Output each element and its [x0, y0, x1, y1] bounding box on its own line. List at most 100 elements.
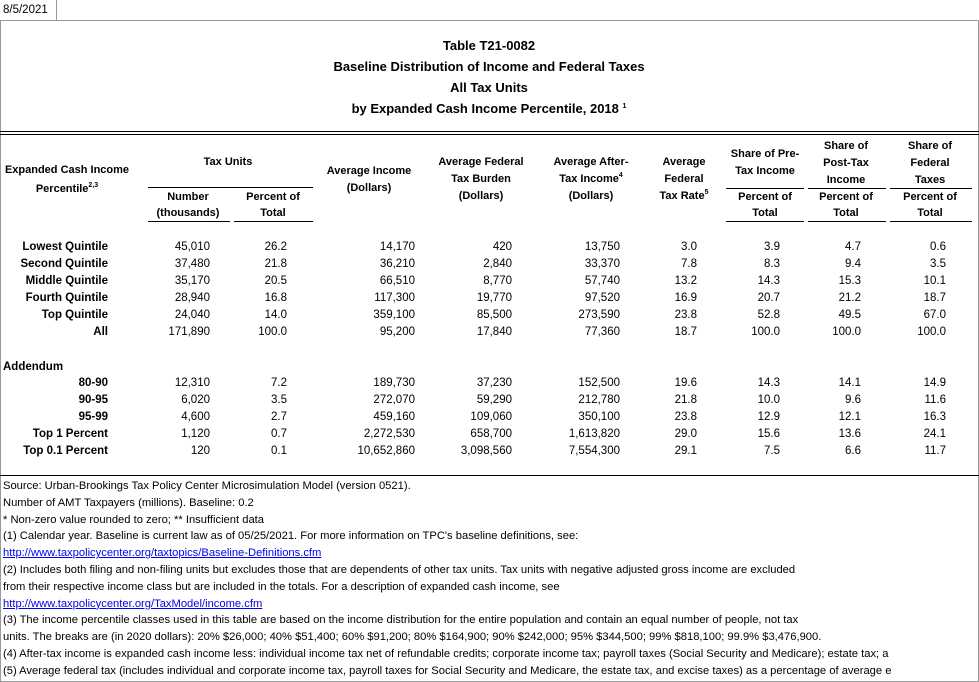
cell: 4,600: [181, 411, 210, 423]
cell: 3.5: [930, 258, 946, 270]
row-label: Top 1 Percent: [32, 428, 108, 440]
row-label: 80-90: [78, 377, 108, 389]
row-label: 90-95: [78, 394, 108, 406]
cell: 100.0: [751, 326, 780, 338]
header: Taxes: [914, 174, 946, 186]
header: Federal: [664, 173, 704, 185]
cell: 85,500: [476, 309, 512, 321]
row-label: Top Quintile: [41, 309, 108, 321]
footnote: (2) Includes both filing and non-filing …: [3, 564, 796, 576]
cell: 1,120: [181, 428, 210, 440]
cell: 16.3: [923, 411, 946, 423]
cell: 77,360: [584, 326, 620, 338]
header: Total: [917, 207, 943, 219]
cell: 24.1: [923, 428, 946, 440]
header: Percent of: [903, 191, 957, 203]
footnote: (5) Average federal tax (includes indivi…: [3, 664, 892, 677]
cell: 18.7: [674, 326, 697, 338]
cell: 45,010: [174, 241, 210, 253]
footnote: * Non-zero value rounded to zero; ** Ins…: [3, 513, 264, 526]
cell: 4.7: [845, 241, 861, 253]
cell: 13.6: [838, 428, 861, 440]
cell: 0.1: [271, 445, 287, 457]
table-id: Table T21-0082: [442, 38, 536, 53]
cell: 2,840: [483, 258, 512, 270]
header: Percent of: [819, 191, 873, 203]
header: Tax Rate5: [660, 189, 709, 203]
header: Tax Units: [203, 156, 253, 168]
cell: 6,020: [181, 394, 210, 406]
subtitle: All Tax Units: [450, 80, 528, 95]
rule: [148, 187, 313, 188]
header: Total: [833, 207, 859, 219]
cell: 10.1: [923, 275, 946, 287]
rule: [234, 221, 313, 222]
cell: 59,290: [476, 394, 512, 406]
cell: 3,098,560: [460, 445, 512, 457]
footnote-ref: 4: [618, 172, 623, 179]
cell: 67.0: [923, 309, 946, 321]
cell: 29.1: [674, 445, 697, 457]
footnote-ref: 5: [704, 189, 709, 196]
header: Tax Income: [735, 165, 795, 177]
cell: 95,200: [379, 326, 415, 338]
cell: 3.9: [764, 241, 780, 253]
cell: 212,780: [578, 394, 620, 406]
cell: 100.0: [832, 326, 861, 338]
cell: 1,613,820: [568, 428, 620, 440]
rule: [890, 188, 972, 189]
rule: [726, 188, 804, 189]
cell: 8.3: [764, 258, 780, 270]
header: (Dollars): [568, 190, 614, 202]
header: Total: [260, 207, 286, 219]
cell: 120: [190, 445, 210, 457]
cell: 66,510: [379, 275, 415, 287]
header: Expanded Cash Income: [4, 164, 130, 176]
subtitle: by Expanded Cash Income Percentile, 2018…: [352, 101, 627, 117]
cell: 14.0: [264, 309, 287, 321]
cell: 3.5: [271, 394, 287, 406]
rule: [808, 188, 886, 189]
header: Income: [826, 174, 866, 186]
footnote: Number of AMT Taxpayers (millions). Base…: [3, 496, 254, 509]
footnote: Source: Urban-Brookings Tax Policy Cente…: [3, 480, 411, 492]
cell: 29.0: [674, 428, 697, 440]
cell: 0.7: [271, 428, 287, 440]
cell: 7.2: [271, 377, 287, 389]
cell: 6.6: [845, 445, 861, 457]
title: Baseline Distribution of Income and Fede…: [333, 59, 645, 74]
row-label: All: [93, 326, 108, 338]
footnote: (1) Calendar year. Baseline is current l…: [3, 530, 579, 543]
rule: [890, 221, 972, 222]
header-text: Tax Rate: [659, 190, 705, 202]
cell: 273,590: [578, 309, 620, 321]
header: Post-Tax: [823, 157, 869, 169]
header: Percent of: [246, 191, 300, 203]
rule: [726, 221, 804, 222]
cell: 21.2: [838, 292, 861, 304]
cell: 0.6: [930, 241, 946, 253]
cell: 3.0: [681, 241, 697, 253]
cell: 21.8: [674, 394, 697, 406]
cell: 109,060: [470, 411, 512, 423]
cell: 9.4: [845, 258, 861, 270]
header: Federal: [910, 157, 950, 169]
cell: 359,100: [373, 309, 415, 321]
cell: 350,100: [578, 411, 620, 423]
footnote: (3) The income percentile classes used i…: [3, 614, 799, 627]
rule: [0, 475, 979, 476]
row-label: Fourth Quintile: [25, 292, 108, 304]
cell: 420: [492, 241, 512, 253]
cell: 14.3: [757, 275, 780, 287]
footnote-link: http://www.taxpolicycenter.org/TaxModel/…: [3, 597, 263, 610]
cell: 171,890: [168, 326, 210, 338]
cell: 97,520: [584, 292, 620, 304]
cell: 17,840: [476, 326, 512, 338]
header: Average Income: [326, 165, 412, 177]
cell: 37,480: [174, 258, 210, 270]
cell: 26.2: [264, 241, 287, 253]
cell: 15.6: [757, 428, 780, 440]
row-label: 95-99: [78, 411, 108, 423]
cell: 11.6: [924, 394, 946, 406]
